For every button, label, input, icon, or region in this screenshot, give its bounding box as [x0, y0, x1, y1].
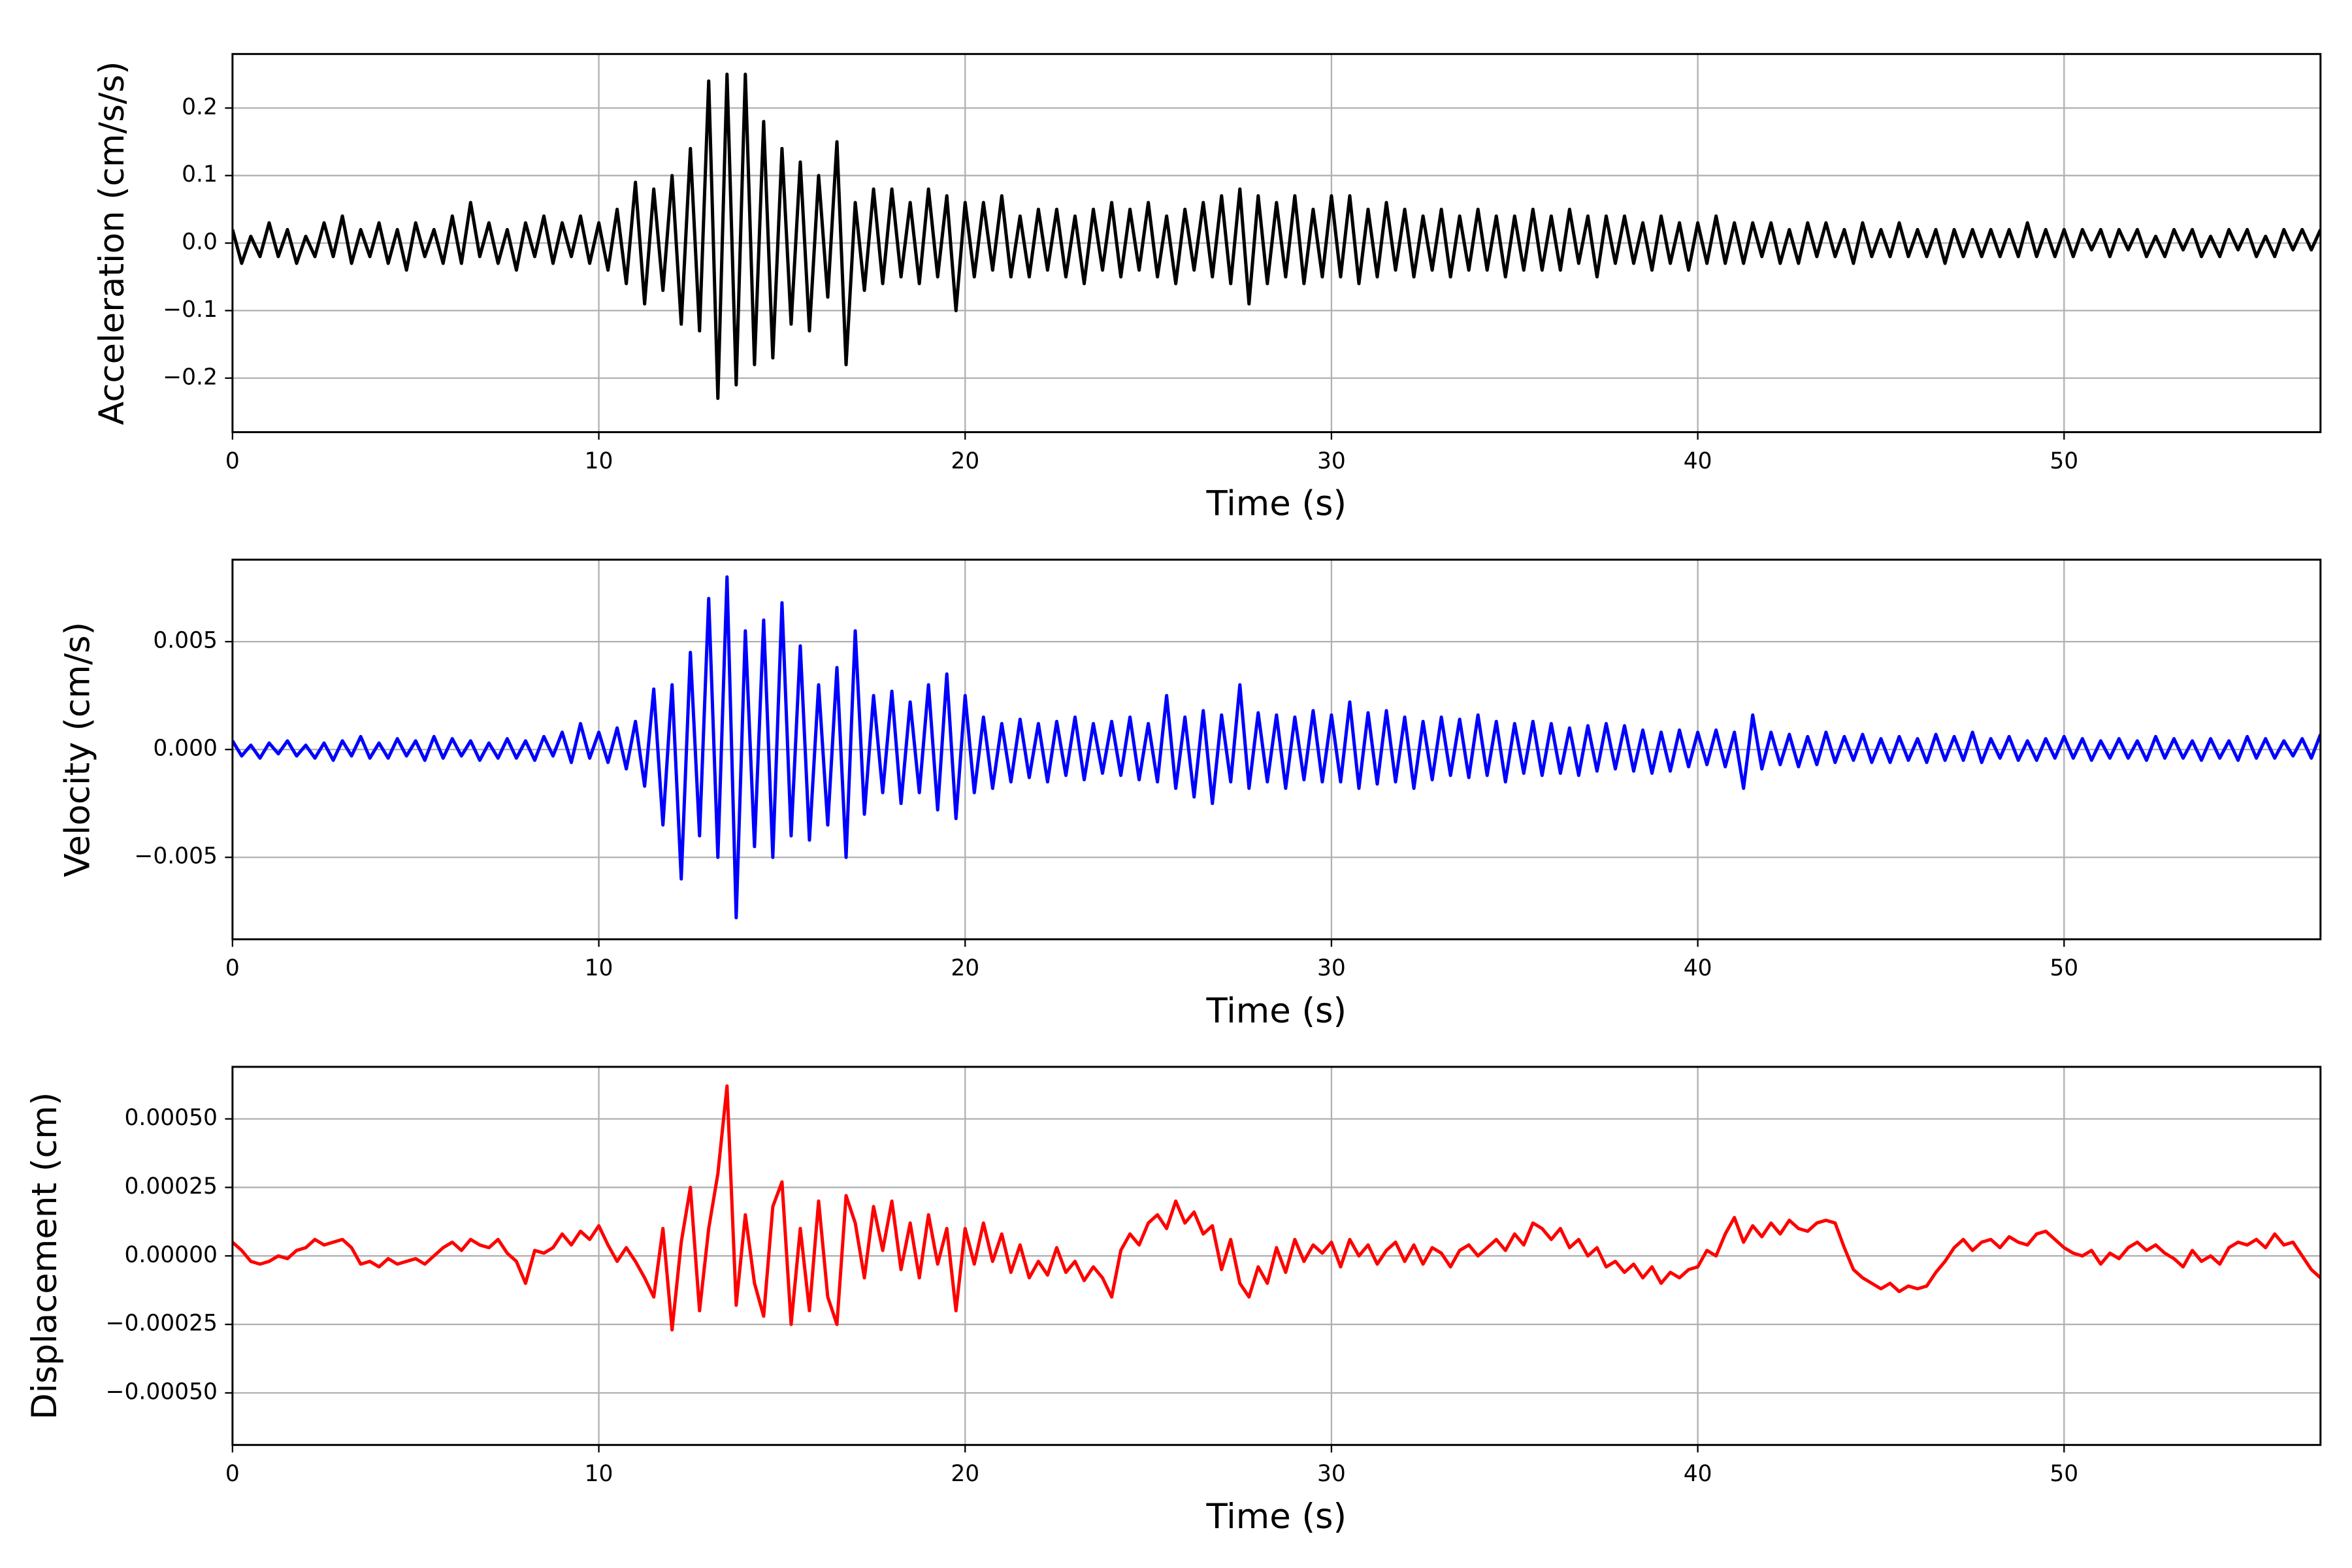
y-tick-label: −0.005	[134, 843, 217, 870]
y-tick-label: −0.00025	[106, 1311, 218, 1337]
x-tick-label: 10	[585, 448, 613, 474]
plot-area	[232, 1084, 2321, 1332]
x-axis-label: Time (s)	[1205, 991, 1347, 1031]
y-tick-label: −0.1	[163, 297, 218, 323]
x-tick-label: 0	[225, 955, 240, 981]
x-tick-label: 50	[2050, 448, 2078, 474]
x-tick-label: 40	[1684, 1461, 1712, 1487]
data-line	[232, 1084, 2321, 1332]
y-tick-label: 0.000	[153, 736, 218, 762]
y-tick-label: 0.00000	[125, 1242, 218, 1268]
y-tick-label: 0.00050	[125, 1105, 218, 1131]
data-line	[232, 73, 2321, 400]
plot-area	[232, 575, 2321, 920]
axes-frame	[231, 559, 2322, 941]
x-tick-label: 50	[2050, 1461, 2078, 1487]
y-axis-label: Velocity (cm/s)	[57, 622, 97, 877]
y-axis-label: Acceleration (cm/s/s)	[92, 61, 132, 425]
x-tick-label: 50	[2050, 955, 2078, 981]
axes-frame	[231, 1066, 2322, 1446]
y-tick-label: −0.00050	[106, 1379, 218, 1405]
plot-area	[232, 73, 2321, 400]
x-tick-label: 30	[1317, 955, 1346, 981]
x-axis-label: Time (s)	[1205, 1497, 1347, 1537]
x-tick-label: 40	[1684, 955, 1712, 981]
x-tick-label: 20	[951, 1461, 979, 1487]
y-axis-label: Displacement (cm)	[25, 1092, 65, 1420]
x-tick-label: 0	[225, 448, 240, 474]
x-tick-label: 10	[585, 1461, 613, 1487]
x-tick-label: 20	[951, 955, 979, 981]
y-tick-label: −0.2	[163, 364, 218, 390]
data-line	[232, 575, 2321, 920]
x-axis-label: Time (s)	[1205, 484, 1347, 524]
x-tick-label: 10	[585, 955, 613, 981]
y-tick-label: 0.005	[153, 628, 218, 654]
axes-frame	[231, 53, 2322, 433]
y-tick-label: 0.1	[182, 161, 218, 188]
y-tick-label: 0.2	[182, 94, 218, 120]
y-tick-label: 0.0	[182, 229, 218, 255]
x-tick-label: 30	[1317, 448, 1346, 474]
x-tick-label: 40	[1684, 448, 1712, 474]
x-tick-label: 20	[951, 448, 979, 474]
y-tick-label: 0.00025	[125, 1173, 218, 1200]
x-tick-label: 0	[225, 1461, 240, 1487]
x-tick-label: 30	[1317, 1461, 1346, 1487]
